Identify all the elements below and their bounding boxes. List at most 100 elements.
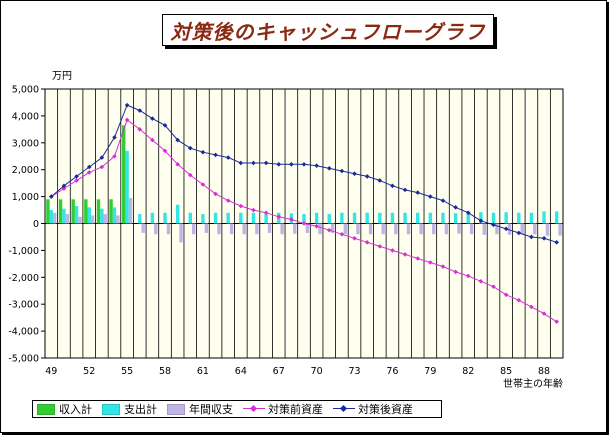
bar	[381, 223, 385, 235]
data-point	[124, 117, 130, 123]
data-point	[326, 227, 332, 233]
bar	[495, 223, 499, 235]
y-tick-label: 5,000	[12, 85, 39, 96]
data-point	[529, 234, 534, 240]
data-point	[402, 252, 408, 257]
data-point	[49, 194, 54, 199]
legend-label-annual: 年間収支	[189, 403, 233, 416]
y-tick-label: -1,000	[8, 246, 39, 257]
bar	[428, 212, 433, 224]
data-point	[465, 273, 471, 279]
bar	[491, 212, 496, 224]
x-tick-label: 64	[235, 366, 247, 377]
bar	[58, 199, 63, 224]
bar	[65, 214, 70, 224]
data-point	[61, 183, 67, 189]
bar	[441, 212, 445, 224]
bar	[482, 223, 486, 235]
bar	[251, 212, 256, 224]
data-point	[137, 108, 143, 113]
y-tick-label: 4,000	[12, 111, 39, 122]
bar	[517, 212, 521, 224]
legend-item-after: 対策後資産	[333, 401, 413, 417]
data-point	[289, 162, 294, 167]
y-tick-label: 1,000	[12, 192, 39, 203]
legend-item-income: 収入計	[37, 401, 92, 417]
chart-title: 対策後のキャッシュフローグラフ	[170, 19, 486, 44]
y-tick-label: -5,000	[8, 354, 39, 365]
legend-item-annual: 年間収支	[167, 401, 233, 417]
x-tick-label: 55	[121, 366, 133, 377]
bar	[175, 204, 180, 224]
data-point	[465, 210, 471, 216]
bar	[469, 223, 474, 235]
x-tick-label: 49	[45, 366, 57, 377]
bar	[520, 223, 524, 235]
data-point	[440, 198, 446, 203]
bar	[213, 212, 218, 224]
bar	[554, 211, 559, 224]
data-point	[314, 163, 319, 168]
data-point	[112, 135, 117, 140]
legend-swatch-annual	[167, 403, 185, 415]
data-point	[238, 160, 244, 166]
legend-swatch-expense	[102, 403, 120, 415]
data-point	[428, 260, 433, 265]
bar	[453, 213, 458, 224]
bar	[255, 223, 259, 235]
x-tick-label: 76	[386, 366, 398, 377]
bar	[457, 223, 461, 234]
bar	[466, 212, 470, 224]
data-point	[339, 231, 345, 237]
x-tick-label: 85	[500, 366, 512, 377]
data-point	[541, 235, 547, 241]
legend-swatch-income	[37, 403, 55, 415]
bar	[529, 212, 534, 224]
y-tick-label: 0	[33, 219, 39, 230]
data-point	[301, 221, 307, 226]
data-point	[339, 168, 345, 174]
data-point	[453, 269, 458, 275]
bar	[302, 214, 306, 224]
data-point	[175, 162, 180, 167]
bar	[141, 223, 145, 233]
bar	[179, 223, 183, 243]
bar	[507, 223, 512, 235]
data-point	[326, 166, 332, 171]
data-point	[377, 244, 383, 249]
bar	[109, 199, 113, 224]
bar	[416, 212, 420, 224]
data-point	[238, 203, 244, 209]
bar	[368, 223, 373, 235]
data-point	[200, 149, 206, 155]
data-point	[352, 235, 357, 241]
data-point	[213, 152, 218, 158]
bar	[74, 206, 79, 224]
data-point	[99, 164, 105, 170]
bar	[46, 199, 50, 224]
data-point	[478, 279, 484, 284]
data-point	[175, 137, 180, 143]
legend: 収入計 支出計 年間収支 対策前資産 対策後資産	[32, 400, 442, 418]
data-point	[491, 222, 496, 228]
bar	[71, 199, 75, 224]
data-point	[263, 160, 269, 166]
data-point	[478, 218, 484, 224]
bar	[305, 223, 310, 233]
bar	[419, 223, 423, 235]
bar	[166, 223, 171, 235]
y-unit-label: 万円	[52, 71, 72, 82]
bar	[293, 223, 297, 234]
x-tick-label: 58	[159, 366, 171, 377]
x-axis-label: 世帯主の年齢	[503, 377, 563, 390]
data-point	[150, 116, 155, 121]
data-point	[200, 182, 206, 187]
data-point	[390, 248, 395, 253]
bar	[217, 223, 221, 235]
bar	[352, 212, 357, 224]
legend-label-expense: 支出計	[124, 403, 157, 416]
data-point	[86, 164, 92, 170]
data-point	[516, 297, 522, 303]
data-point	[251, 160, 256, 166]
